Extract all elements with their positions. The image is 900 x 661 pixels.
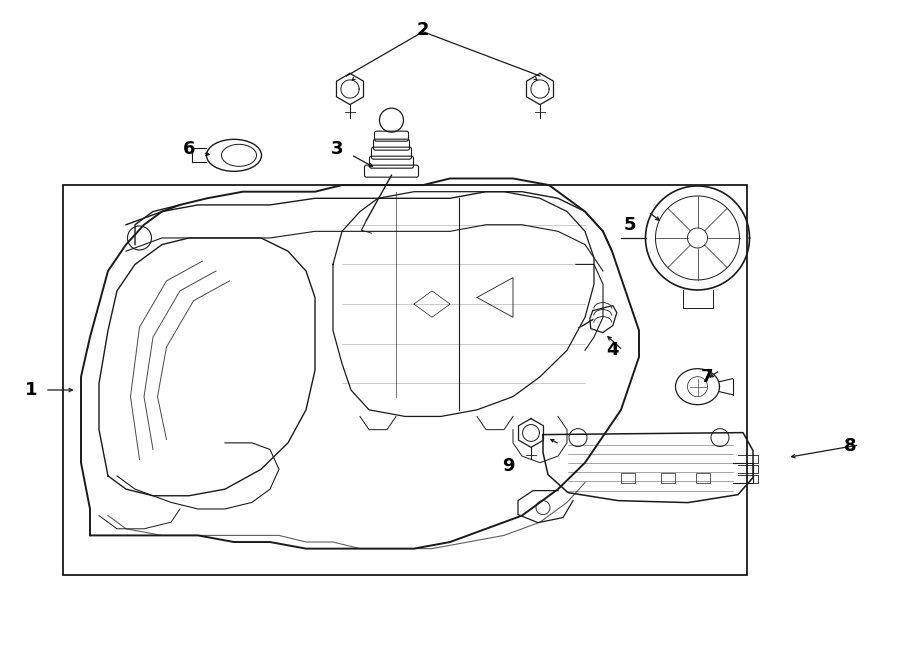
Bar <box>63 185 747 575</box>
Text: 9: 9 <box>502 457 515 475</box>
Bar <box>621 473 635 483</box>
Text: 7: 7 <box>700 368 713 386</box>
Bar <box>696 473 710 483</box>
Bar <box>661 473 675 483</box>
Text: 6: 6 <box>183 139 195 158</box>
Text: 4: 4 <box>606 341 618 360</box>
Text: 3: 3 <box>331 139 344 158</box>
Text: 5: 5 <box>624 215 636 234</box>
Text: 8: 8 <box>844 437 857 455</box>
Text: 1: 1 <box>25 381 38 399</box>
Text: 2: 2 <box>417 20 429 39</box>
